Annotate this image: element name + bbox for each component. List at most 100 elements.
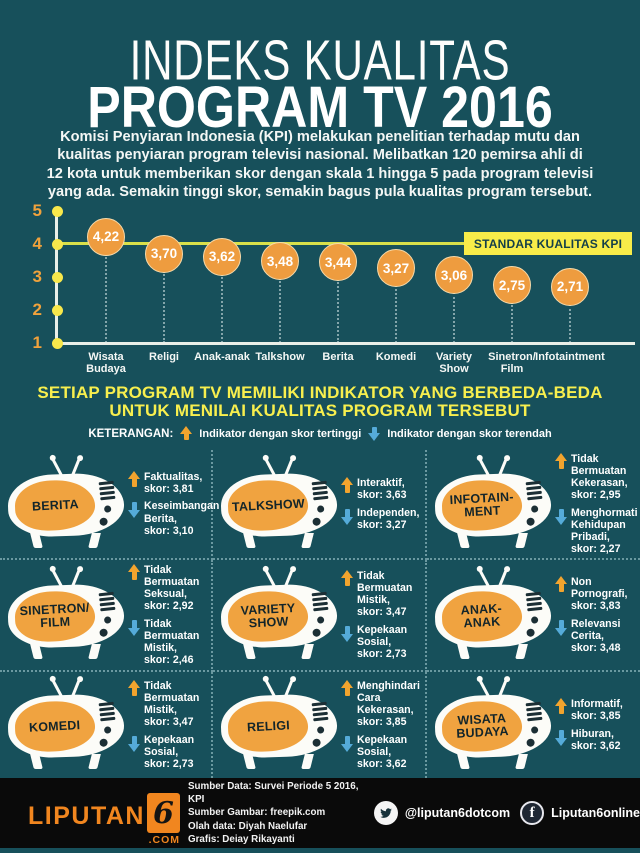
chart-point: 2,71 — [551, 267, 589, 306]
indicator-list: Tidak Bermuatan Mistik, skor: 3,47 Kepek… — [341, 569, 423, 661]
low-indicator: Independen, skor: 3,27 — [341, 507, 423, 531]
chart-point: 3,27 — [377, 249, 415, 288]
tv-grill-icon — [311, 701, 329, 722]
low-indicator-text: Menghormati Kehidupan Pribadi, skor: 2,2… — [571, 506, 638, 556]
tv-leg — [301, 644, 314, 659]
social-handles: @liputan6dotcom f Liputan6online — [373, 801, 640, 825]
program-cell-infotainment: INFOTAIN- MENT Tidak Bermuatan Kekerasan… — [427, 450, 640, 560]
tv-knob-icon — [104, 726, 112, 734]
low-indicator-text: Independen, skor: 3,27 — [357, 506, 420, 531]
x-axis-baseline — [55, 342, 635, 345]
low-indicator: Kepekaan Sosial, skor: 2,73 — [128, 734, 209, 771]
program-label: TALKSHOW — [231, 496, 305, 514]
high-indicator-text: Tidak Bermuatan Seksual, skor: 2,92 — [144, 563, 200, 613]
chart-point: 2,75 — [493, 266, 531, 305]
indicator-list: Tidak Bermuatan Kekerasan, skor: 2,95 Me… — [555, 452, 638, 556]
up-arrow-icon — [341, 679, 353, 698]
tv-screen: BERITA — [14, 479, 96, 532]
tv-screen: KOMEDI — [14, 700, 96, 753]
tv-screen: WISATA BUDAYA — [441, 700, 523, 753]
high-indicator-text: Menghindari Cara Kekerasan, skor: 3,85 — [357, 679, 420, 729]
tv-knob-icon — [531, 505, 539, 513]
y-axis-tick-dot — [52, 205, 63, 217]
down-arrow-icon — [555, 618, 567, 636]
low-indicator-text: Keseimbangan Berita, skor: 3,10 — [144, 500, 220, 537]
standard-line — [57, 242, 467, 245]
up-arrow-icon — [555, 452, 567, 471]
program-label: ANAK- ANAK — [460, 601, 503, 631]
program-label: WISATA BUDAYA — [455, 711, 509, 741]
up-arrow-icon — [180, 426, 193, 441]
low-indicator: Tidak Bermuatan Mistik, skor: 2,46 — [128, 618, 209, 667]
high-indicator-text: Tidak Bermuatan Mistik, skor: 3,47 — [144, 679, 200, 729]
tv-knob-icon — [317, 505, 325, 513]
tv-body: RELIGI — [219, 692, 339, 760]
program-label: INFOTAIN- MENT — [449, 489, 515, 520]
y-axis-tick-label: 2 — [32, 300, 42, 319]
tv-body: INFOTAIN- MENT — [433, 471, 553, 539]
high-indicator: Tidak Bermuatan Kekerasan, skor: 2,95 — [555, 452, 638, 502]
chart-category-label: Komedi — [375, 351, 417, 363]
down-arrow-icon — [128, 618, 140, 636]
down-arrow-icon — [341, 507, 353, 525]
program-cell-religi: RELIGI Menghindari Cara Kekerasan, skor:… — [213, 672, 427, 778]
tv-knob-icon — [99, 517, 108, 526]
tv-grill-icon — [311, 480, 329, 501]
chart-point: 4,22 — [87, 217, 125, 256]
indicator-list: Menghindari Cara Kekerasan, skor: 3,85 K… — [341, 679, 423, 770]
low-indicator-text: Kepekaan Sosial, skor: 3,62 — [357, 733, 408, 770]
program-label: SINETRON/ FILM — [19, 600, 90, 631]
high-indicator: Non Pornografi, skor: 3,83 — [555, 575, 638, 613]
high-indicator: Menghindari Cara Kekerasan, skor: 3,85 — [341, 679, 423, 729]
tv-grill-icon — [525, 480, 543, 501]
tv-icon: SINETRON/ FILM — [6, 567, 126, 663]
tv-body: BERITA — [6, 471, 126, 539]
indicator-list: Tidak Bermuatan Seksual, skor: 2,92 Tida… — [128, 563, 209, 667]
twitter-handle-text: @liputan6dotcom — [404, 806, 511, 820]
tv-body: WISATA BUDAYA — [433, 692, 553, 760]
chart-point: 3,70 — [145, 234, 183, 273]
tv-knob-icon — [312, 628, 321, 637]
tv-knob-icon — [312, 517, 321, 526]
tv-body: KOMEDI — [6, 692, 126, 760]
tv-screen: INFOTAIN- MENT — [441, 479, 523, 532]
down-arrow-icon — [341, 624, 353, 642]
point-drop-line — [279, 278, 281, 343]
chart-category-label: Talkshow — [255, 351, 305, 363]
section-heading: SETIAP PROGRAM TV MEMILIKI INDIKATOR YAN… — [37, 383, 603, 421]
tv-knob-icon — [99, 628, 108, 637]
facebook-handle: f Liputan6online — [520, 801, 640, 825]
low-indicator: Kepekaan Sosial, skor: 2,73 — [341, 624, 423, 661]
high-indicator-text: Faktualitas, skor: 3,81 — [144, 471, 203, 496]
tv-leg — [301, 533, 314, 548]
tv-body: SINETRON/ FILM — [6, 582, 126, 650]
tv-screen: TALKSHOW — [227, 479, 309, 532]
tv-leg — [88, 533, 101, 548]
down-arrow-icon — [555, 507, 567, 525]
low-indicator-text: Tidak Bermuatan Mistik, skor: 2,46 — [144, 617, 200, 667]
y-axis-tick-label: 4 — [32, 234, 42, 253]
high-indicator-text: Tidak Bermuatan Kekerasan, skor: 2,95 — [571, 452, 628, 502]
y-axis-tick-label: 3 — [32, 267, 42, 286]
tv-icon: VARIETY SHOW — [219, 567, 339, 663]
program-cell-sinetron-film: SINETRON/ FILM Tidak Bermuatan Seksual, … — [0, 560, 213, 672]
program-cell-komedi: KOMEDI Tidak Bermuatan Mistik, skor: 3,4… — [0, 672, 213, 778]
chart-category-label: Anak-anak — [194, 351, 250, 363]
program-label: BERITA — [31, 496, 79, 514]
facebook-icon: f — [520, 801, 545, 825]
tv-grill-icon — [98, 591, 116, 612]
up-arrow-icon — [555, 575, 567, 594]
high-indicator: Interaktif, skor: 3,63 — [341, 477, 423, 501]
tv-leg — [515, 754, 528, 769]
indicator-list: Faktualitas, skor: 3,81 Keseimbangan Ber… — [128, 471, 220, 537]
down-arrow-icon — [341, 734, 353, 752]
chart-category-label: Infotaintment — [535, 351, 605, 363]
up-arrow-icon — [128, 471, 140, 489]
high-indicator-text: Non Pornografi, skor: 3,83 — [571, 575, 628, 613]
chart-category-label: Variety Show — [435, 351, 473, 376]
point-drop-line — [395, 285, 397, 343]
tv-knob-icon — [104, 505, 112, 513]
y-axis-tick-dot — [52, 304, 63, 316]
low-indicator-text: Hiburan, skor: 3,62 — [571, 727, 621, 752]
chart-category-label: Berita — [322, 351, 354, 363]
